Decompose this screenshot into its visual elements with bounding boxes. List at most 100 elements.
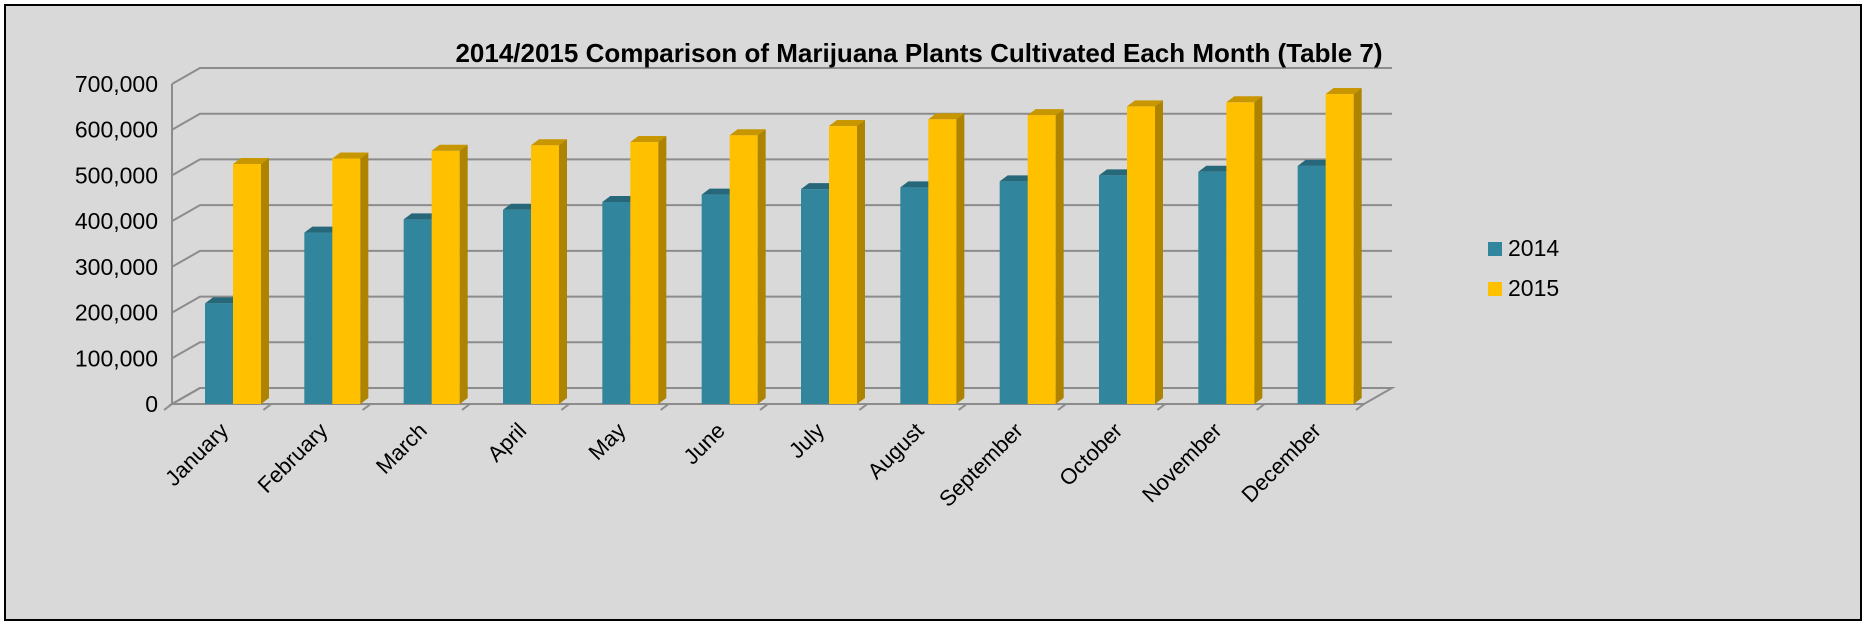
bar-2014-top: [205, 297, 241, 304]
x-tick-label: June: [678, 418, 729, 469]
bar-2014-top: [900, 181, 937, 188]
bar-2015-top: [928, 113, 965, 120]
bar-2015-front: [531, 145, 559, 404]
bar-2015-front: [928, 119, 957, 404]
bar-2015: [630, 136, 667, 405]
x-tick-mark: [1156, 403, 1166, 411]
bar-2015-front: [332, 158, 361, 404]
bar-2014-top: [304, 226, 341, 233]
bar-2015-side: [857, 120, 865, 405]
x-tick-mark: [362, 403, 372, 411]
bar-2015-top: [233, 158, 269, 164]
bar-2015-front: [829, 126, 857, 405]
x-tick-mark: [461, 403, 471, 411]
chart-frame: 0 100,000 200,000 300,000 400,000 500,000 600,…: [4, 4, 1862, 621]
bar-2014-front: [801, 189, 829, 404]
bar-2015-top: [332, 152, 369, 159]
x-tick-label: November: [1137, 418, 1226, 507]
y-tick-label: 500,000: [75, 162, 158, 188]
x-tick-label: February: [253, 418, 333, 498]
bar-2014-top: [1198, 165, 1235, 172]
x-tick-label: July: [784, 418, 829, 463]
bar-2014-top: [602, 195, 639, 202]
x-tick-label: October: [1054, 418, 1127, 491]
gridline: [171, 67, 1392, 85]
bar-2014-front: [304, 232, 333, 404]
gridline: [171, 249, 1392, 268]
y-tick-label: 200,000: [75, 300, 158, 326]
x-tick-mark: [163, 403, 173, 411]
bar-2014-top: [999, 175, 1036, 182]
gridline: [171, 204, 1392, 223]
bar-2014-top: [403, 213, 440, 220]
gridlines: [171, 67, 1392, 405]
bar-2015-top: [1325, 88, 1362, 95]
bar-2015-side: [1155, 100, 1163, 405]
x-tick-label: March: [371, 418, 432, 479]
bar-2015-top: [1127, 100, 1163, 107]
bar-2014-front: [503, 209, 531, 404]
gridline: [171, 295, 1392, 314]
bar-2015: [729, 129, 766, 404]
bar-2015-side: [658, 136, 667, 405]
legend-label: 2015: [1508, 275, 1559, 301]
bar-2015-front: [1226, 102, 1255, 405]
x-tick-mark: [262, 403, 272, 411]
bar-2014-front: [403, 219, 432, 404]
x-tick-mark: [1355, 403, 1365, 411]
x-tick-mark: [660, 403, 670, 411]
bar-2015: [1226, 96, 1263, 405]
bar-2015-side: [1353, 88, 1362, 405]
bar-2015-top: [431, 144, 468, 151]
bar-2015-top: [1027, 109, 1064, 116]
bars: [205, 88, 1362, 405]
bar-2015-top: [829, 120, 865, 127]
bar-2015: [1325, 88, 1362, 405]
bar-2014-front: [701, 194, 730, 404]
bar-2014-front: [900, 187, 929, 404]
x-tick-mark: [1057, 403, 1067, 411]
y-tick-label: 100,000: [75, 345, 158, 371]
y-tick-label: 600,000: [75, 117, 158, 143]
y-tick-label: 300,000: [75, 254, 158, 280]
x-axis-ticks: January February March April May June July Augu…: [160, 418, 1326, 512]
legend: 2014 2015: [1488, 235, 1559, 301]
bar-2015: [332, 152, 369, 404]
x-tick-label: August: [862, 418, 928, 484]
bar-2015: [1027, 109, 1064, 404]
x-tick-label: January: [160, 418, 233, 491]
x-tick-label: April: [482, 418, 531, 467]
bar-2015-front: [1325, 94, 1354, 405]
x-tick-label: May: [583, 418, 630, 465]
chart-svg: 0 100,000 200,000 300,000 400,000 500,000 600,…: [75, 38, 1560, 512]
x-tick-mark: [1256, 403, 1266, 411]
bar-2015-side: [459, 144, 468, 404]
bar-2015: [531, 139, 567, 404]
bar-2015-side: [261, 158, 269, 404]
bar-2015-front: [630, 142, 659, 405]
bar-2015: [431, 144, 468, 404]
gridline: [171, 112, 1392, 131]
bar-2015-front: [729, 135, 758, 404]
bar-2014-top: [801, 183, 837, 190]
bar-2015: [1127, 100, 1163, 405]
bar-2015: [233, 158, 269, 404]
bar-2015-top: [1226, 96, 1263, 103]
bar-2015-top: [729, 129, 766, 136]
bar-2015-front: [431, 150, 460, 404]
gridline: [171, 158, 1392, 177]
x-tick-mark: [759, 403, 769, 411]
x-tick-mark: [858, 403, 868, 411]
bar-2014-top: [1099, 169, 1135, 176]
y-tick-label: 400,000: [75, 208, 158, 234]
bar-2014-front: [205, 303, 233, 404]
bar-2015-front: [233, 164, 261, 404]
bar-2015-side: [360, 152, 369, 404]
legend-swatch: [1488, 282, 1502, 296]
x-tick-label: December: [1236, 418, 1325, 507]
bar-2015-front: [1127, 106, 1155, 405]
bar-2015-side: [559, 139, 567, 404]
legend-swatch: [1488, 242, 1502, 256]
x-tick-mark: [958, 403, 968, 411]
bar-2014-top: [1297, 159, 1334, 166]
